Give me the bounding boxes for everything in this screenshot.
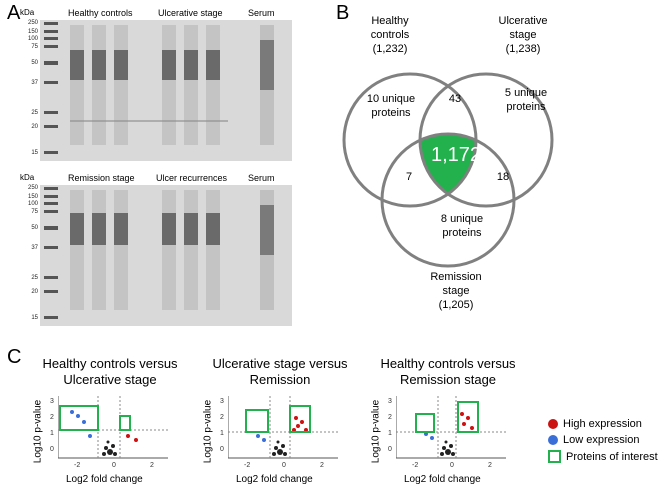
low-expression-dot-icon xyxy=(548,435,558,445)
volcano-1-title: Healthy controls versus Ulcerative stage xyxy=(42,356,178,387)
venn-region-remission-unique: 8 unique proteins xyxy=(440,213,484,239)
volcano-plot-1: Log10 p-value 3 2 1 0 -2 0 2 Log2 fold c… xyxy=(30,394,180,494)
gel-top-mw-column: 250 150 100 75 50 37 25 20 15 xyxy=(27,20,38,156)
venn-circle-remission xyxy=(380,132,516,268)
volcano-3-ylabel: Log10 p-value xyxy=(370,399,382,464)
gel-top-lanes xyxy=(70,25,274,145)
gel-top-ladder xyxy=(44,22,58,154)
volcano-3-xlabel: Log2 fold change xyxy=(404,474,481,485)
volcano-2-title: Ulcerative stage versus Remission xyxy=(212,356,348,387)
proteins-of-interest-box-icon xyxy=(548,450,561,463)
legend-low: Low expression xyxy=(548,434,666,446)
venn-region-healthy-unique: 10 unique proteins xyxy=(366,93,416,119)
legend-high: High expression xyxy=(548,418,666,430)
volcano-2-ylabel: Log10 p-value xyxy=(202,399,214,464)
gel-bottom-label-2: Ulcer recurrences xyxy=(156,173,228,183)
volcano-plot-3: Log10 p-value 3 2 1 0 -2 0 2 Log2 fold c… xyxy=(368,394,518,494)
panel-b-letter: B xyxy=(336,2,350,24)
gel-top-image xyxy=(40,20,292,161)
gel-top-label-3: Serum xyxy=(248,8,275,18)
gel-bottom-image xyxy=(40,185,292,326)
gel-bottom: kDa Remission stage Ulcer recurrences Se… xyxy=(20,173,292,326)
venn-region-ulcerative-remission: 18 xyxy=(496,171,510,183)
venn-set-remission-count: (1,205) xyxy=(438,299,474,311)
gel-top-label-1: Healthy controls xyxy=(68,8,133,18)
panel-a-letter: A xyxy=(7,2,21,24)
legend-interest: Proteins of interest xyxy=(548,450,666,463)
venn-set-healthy-count: (1,232) xyxy=(372,43,408,55)
gel-top: kDa Healthy controls Ulcerative stage Se… xyxy=(20,8,292,161)
gel-bottom-label-3: Serum xyxy=(248,173,275,183)
gel-top-kda-label: kDa xyxy=(20,8,35,17)
venn-diagram xyxy=(342,72,554,268)
gel-bottom-mw-column: 250 150 100 75 50 37 25 20 15 xyxy=(27,185,38,321)
venn-region-healthy-remission: 7 xyxy=(405,171,413,183)
venn-set-remission-name: Remission stage xyxy=(430,271,482,297)
venn-region-ulcerative-unique: 5 unique proteins xyxy=(504,87,548,113)
gel-top-label-2: Ulcerative stage xyxy=(158,8,223,18)
volcano-1-xlabel: Log2 fold change xyxy=(66,474,143,485)
venn-region-all-three: 1,172 xyxy=(430,144,482,166)
venn-set-ulcerative-count: (1,238) xyxy=(505,43,541,55)
high-expression-dot-icon xyxy=(548,419,558,429)
venn-set-healthy-name: Healthy controls xyxy=(370,15,410,41)
volcano-3-title: Healthy controls versus Remission stage xyxy=(380,356,516,387)
gel-bottom-label-1: Remission stage xyxy=(68,173,135,183)
volcano-1-ylabel: Log10 p-value xyxy=(32,399,44,464)
panel-c-letter: C xyxy=(7,346,22,368)
volcano-2-xlabel: Log2 fold change xyxy=(236,474,313,485)
volcano-plot-2: Log10 p-value 3 2 1 0 -2 0 2 Log2 fold c… xyxy=(200,394,350,494)
legend: High expression Low expression Proteins … xyxy=(548,418,666,463)
venn-set-ulcerative-name: Ulcerative stage xyxy=(498,15,548,41)
gel-bottom-kda-label: kDa xyxy=(20,173,35,182)
venn-region-healthy-ulcerative: 43 xyxy=(448,93,462,105)
